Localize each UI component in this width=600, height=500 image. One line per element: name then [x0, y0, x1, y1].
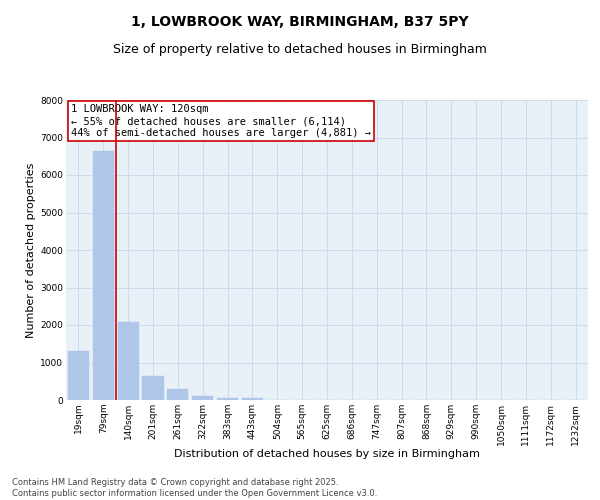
Bar	[167, 389, 188, 400]
Bar	[192, 396, 213, 400]
Text: Size of property relative to detached houses in Birmingham: Size of property relative to detached ho…	[113, 42, 487, 56]
Bar	[68, 351, 89, 400]
Y-axis label: Number of detached properties: Number of detached properties	[26, 162, 36, 338]
Bar	[242, 398, 263, 400]
Text: 1, LOWBROOK WAY, BIRMINGHAM, B37 5PY: 1, LOWBROOK WAY, BIRMINGHAM, B37 5PY	[131, 15, 469, 29]
Bar	[93, 150, 114, 400]
Text: 1 LOWBROOK WAY: 120sqm
← 55% of detached houses are smaller (6,114)
44% of semi-: 1 LOWBROOK WAY: 120sqm ← 55% of detached…	[71, 104, 371, 138]
Bar	[142, 376, 164, 400]
Text: Contains HM Land Registry data © Crown copyright and database right 2025.
Contai: Contains HM Land Registry data © Crown c…	[12, 478, 377, 498]
Bar	[217, 398, 238, 400]
Bar	[118, 322, 139, 400]
X-axis label: Distribution of detached houses by size in Birmingham: Distribution of detached houses by size …	[174, 449, 480, 459]
